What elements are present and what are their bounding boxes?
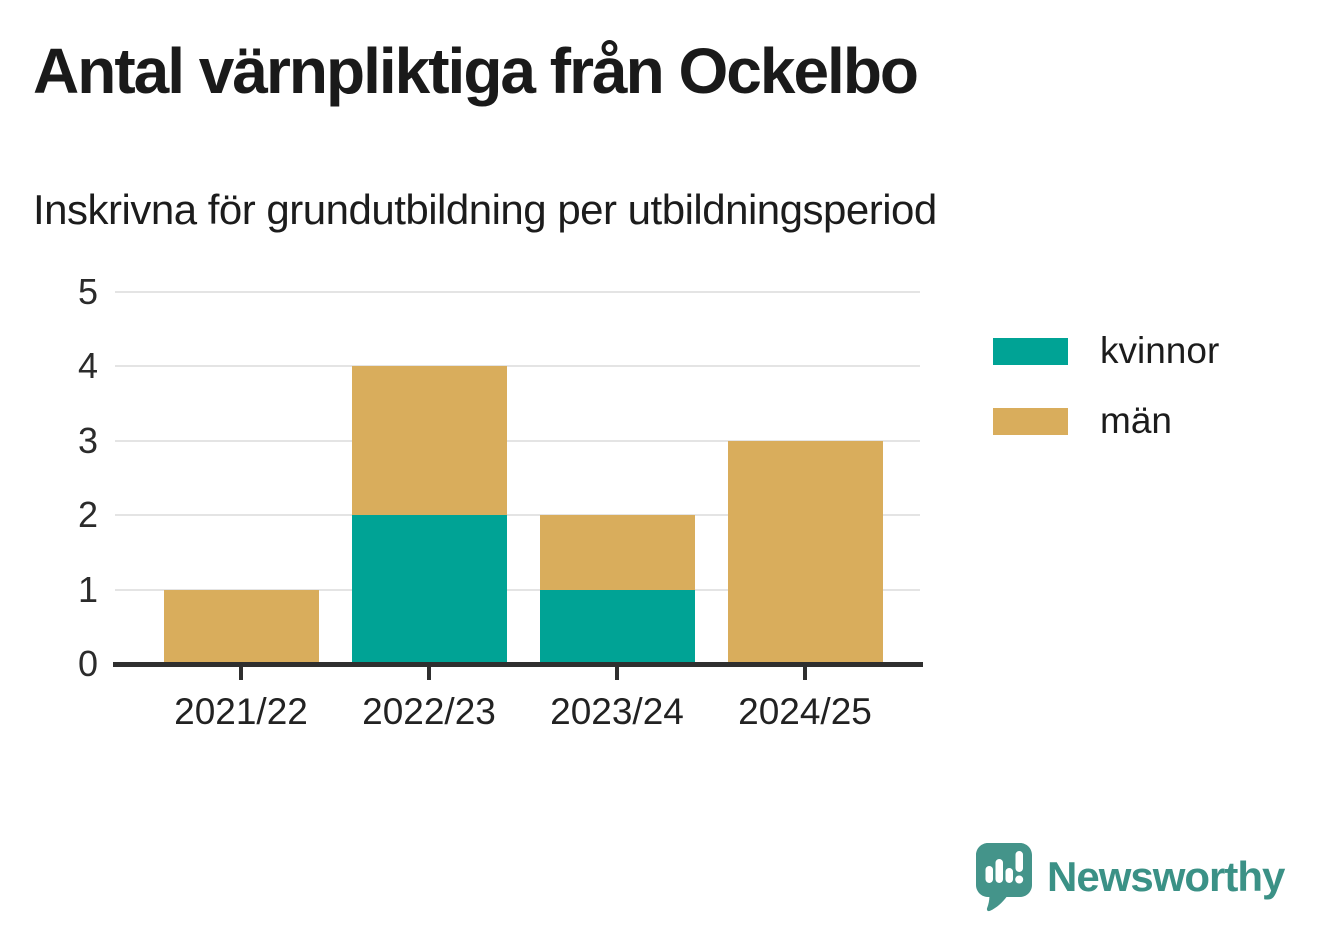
x-axis-tick [427,667,431,680]
y-tick-label: 0 [77,643,98,684]
bar-segment-män [163,589,319,664]
y-tick-label: 1 [77,568,98,610]
page-subtitle: Inskrivna för grundutbildning per utbild… [33,186,937,233]
gridline [115,514,920,517]
brand-name: Newsworthy [1047,853,1285,900]
page-title: Antal värnpliktiga från Ockelbo [33,35,919,107]
gridline [115,588,920,591]
gridline [115,365,920,368]
newsworthy-logo-icon [976,843,1032,912]
x-tick-label: 2023/24 [550,691,684,732]
gridline [115,291,920,293]
x-axis-line [113,662,923,667]
x-axis-tick [239,667,243,680]
x-axis-tick [615,667,619,680]
legend-swatch [993,407,1068,435]
legend-label: kvinnor [1100,330,1220,371]
bar-segment-män [351,366,507,516]
x-tick-label: 2021/22 [174,691,308,732]
bar-segment-män [539,515,695,590]
bar-segment-män [727,440,883,664]
legend-label: män [1100,400,1172,441]
y-tick-label: 4 [77,345,98,387]
legend-item-män: män [993,401,1219,441]
bar-segment-kvinnor [351,515,507,664]
x-tick-label: 2024/25 [738,691,872,732]
legend-swatch [993,337,1068,365]
branding: Newsworthy [974,841,1285,913]
legend-item-kvinnor: kvinnor [993,331,1219,371]
legend: kvinnor män [993,331,1219,471]
y-tick-label: 5 [77,271,98,312]
y-tick-label: 2 [77,494,98,536]
x-axis-tick [803,667,807,680]
x-tick-label: 2022/23 [362,691,496,732]
bar-segment-kvinnor [539,589,695,664]
gridline [115,439,920,442]
y-tick-label: 3 [77,419,98,461]
